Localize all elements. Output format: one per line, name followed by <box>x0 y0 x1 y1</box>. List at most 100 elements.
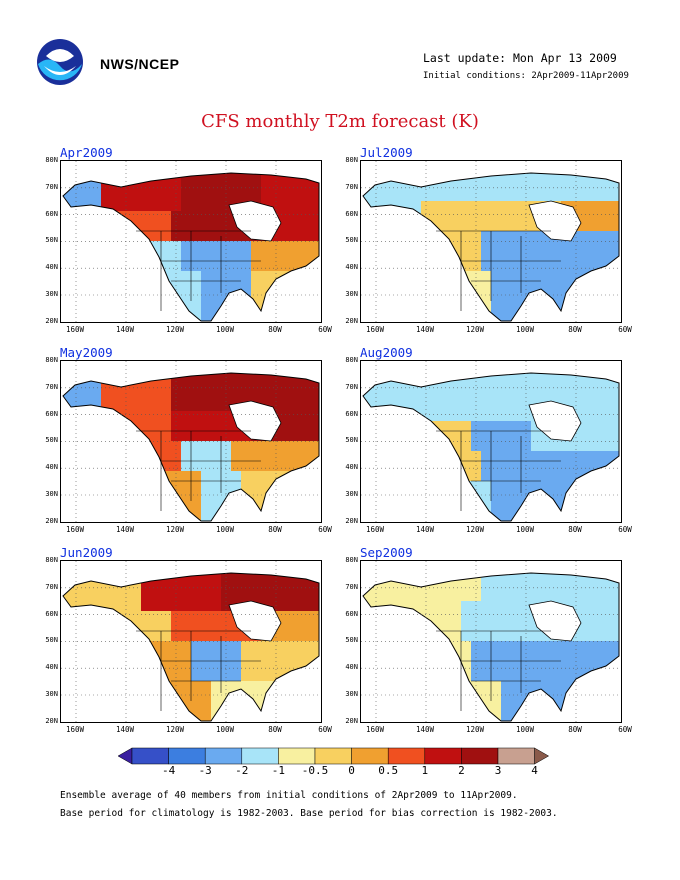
lon-tick-label: 100W <box>215 325 235 334</box>
lon-tick-label: 140W <box>115 525 135 534</box>
lon-tick-label: 120W <box>465 525 485 534</box>
lat-tick-label: 50N <box>45 436 58 445</box>
lat-tick-label: 40N <box>345 663 358 672</box>
last-update: Last update: Mon Apr 13 2009 <box>423 51 617 65</box>
lon-tick-label: 140W <box>415 525 435 534</box>
colorbar-tick-label: 4 <box>531 764 538 777</box>
lat-tick-label: 30N <box>45 290 58 298</box>
lon-tick-label: 60W <box>618 725 632 734</box>
map-frame <box>60 360 322 523</box>
lon-tick-label: 140W <box>115 325 135 334</box>
lat-tick-label: 60N <box>45 409 58 418</box>
panel-title: May2009 <box>60 345 113 360</box>
lat-tick-label: 30N <box>45 490 58 498</box>
lon-tick-label: 160W <box>65 325 85 334</box>
lat-tick-label: 20N <box>45 516 58 525</box>
map-panel-jun: Jun2009 80N 70N 60N 50N 40N 30N 20N 160W 140W 120… <box>45 545 340 750</box>
lon-tick-label: 100W <box>215 525 235 534</box>
lon-tick-label: 60W <box>318 525 332 534</box>
panel-title: Jun2009 <box>60 545 113 560</box>
colorbar-tick-label: 1 <box>421 764 429 777</box>
lon-tick-label: 120W <box>465 325 485 334</box>
lon-tick-label: 100W <box>515 725 535 734</box>
lon-tick-label: 120W <box>165 325 185 334</box>
colorbar <box>118 747 550 765</box>
panel-title: Sep2009 <box>360 545 413 560</box>
lat-tick-label: 70N <box>45 582 58 591</box>
lat-tick-label: 40N <box>45 263 58 272</box>
lat-tick-label: 60N <box>45 209 58 218</box>
lon-tick-label: 80W <box>268 725 282 734</box>
forecast-map <box>361 161 621 322</box>
lon-tick-label: 60W <box>618 325 632 334</box>
lat-tick-label: 70N <box>345 382 358 391</box>
colorbar-tick-label: -3 <box>198 764 212 777</box>
lat-tick-label: 30N <box>345 290 358 298</box>
lat-tick-label: 80N <box>45 356 58 364</box>
lon-tick-label: 160W <box>65 725 85 734</box>
lat-tick-label: 50N <box>345 236 358 245</box>
lon-tick-label: 140W <box>415 725 435 734</box>
map-frame <box>360 360 622 523</box>
lon-tick-label: 100W <box>215 725 235 734</box>
panel-title: Jul2009 <box>360 145 413 160</box>
lat-tick-label: 60N <box>345 409 358 418</box>
initial-conditions: Initial conditions: 2Apr2009-11Apr2009 <box>423 71 629 81</box>
map-panel-may: May2009 80N 70N 60N 50N 40N 30N 20N 160W 140W 120… <box>45 345 340 550</box>
lat-tick-label: 70N <box>345 182 358 191</box>
forecast-map <box>361 561 621 722</box>
colorbar-tick-label: 0 <box>348 764 355 777</box>
lat-tick-label: 30N <box>345 690 358 698</box>
noaa-logo <box>36 38 84 86</box>
lat-tick-label: 50N <box>45 236 58 245</box>
lat-tick-label: 80N <box>45 156 58 164</box>
colorbar-tick-label: 2 <box>458 764 465 777</box>
lon-tick-label: 60W <box>618 525 632 534</box>
lon-tick-label: 120W <box>165 525 185 534</box>
lat-tick-label: 40N <box>45 663 58 672</box>
colorbar-tick-label: 0.5 <box>378 764 399 777</box>
panel-title: Apr2009 <box>60 145 113 160</box>
lat-tick-label: 40N <box>345 463 358 472</box>
forecast-map <box>61 361 321 522</box>
lat-tick-label: 40N <box>345 263 358 272</box>
lat-tick-label: 20N <box>45 716 58 725</box>
lat-tick-label: 60N <box>345 209 358 218</box>
lat-tick-label: 70N <box>345 582 358 591</box>
colorbar-tick-label: -4 <box>161 764 176 777</box>
footnote-ensemble: Ensemble average of 40 members from init… <box>60 790 518 801</box>
lon-tick-label: 60W <box>318 325 332 334</box>
map-frame <box>60 560 322 723</box>
lon-tick-label: 160W <box>365 525 385 534</box>
map-frame <box>60 160 322 323</box>
lon-tick-label: 80W <box>568 525 582 534</box>
lon-tick-label: 60W <box>318 725 332 734</box>
lat-tick-label: 70N <box>45 382 58 391</box>
lon-tick-label: 100W <box>515 525 535 534</box>
colorbar-tick-label: -2 <box>235 764 249 777</box>
lat-tick-label: 20N <box>345 516 358 525</box>
lon-tick-label: 160W <box>365 725 385 734</box>
panel-title: Aug2009 <box>360 345 413 360</box>
lat-tick-label: 20N <box>45 316 58 325</box>
org-name: NWS/NCEP <box>100 56 180 72</box>
lon-tick-label: 80W <box>268 325 282 334</box>
lat-tick-label: 80N <box>345 556 358 564</box>
map-frame <box>360 160 622 323</box>
lat-tick-label: 20N <box>345 716 358 725</box>
colorbar-tick-label: 3 <box>494 764 502 777</box>
lat-tick-label: 50N <box>345 636 358 645</box>
map-panel-apr: Apr2009 80N 70N 60N 50N 40N 30N 20N 160W 140W 120… <box>45 145 340 350</box>
lon-tick-label: 80W <box>568 325 582 334</box>
lat-tick-label: 80N <box>45 556 58 564</box>
lon-tick-label: 120W <box>165 725 185 734</box>
lon-tick-label: 100W <box>515 325 535 334</box>
lat-tick-label: 20N <box>345 316 358 325</box>
colorbar-tick-label: -0.5 <box>301 764 329 777</box>
footnote-base-period: Base period for climatology is 1982-2003… <box>60 808 558 819</box>
forecast-map <box>61 161 321 322</box>
lat-tick-label: 70N <box>45 182 58 191</box>
lon-tick-label: 160W <box>65 525 85 534</box>
lat-tick-label: 30N <box>345 490 358 498</box>
lon-tick-label: 140W <box>115 725 135 734</box>
